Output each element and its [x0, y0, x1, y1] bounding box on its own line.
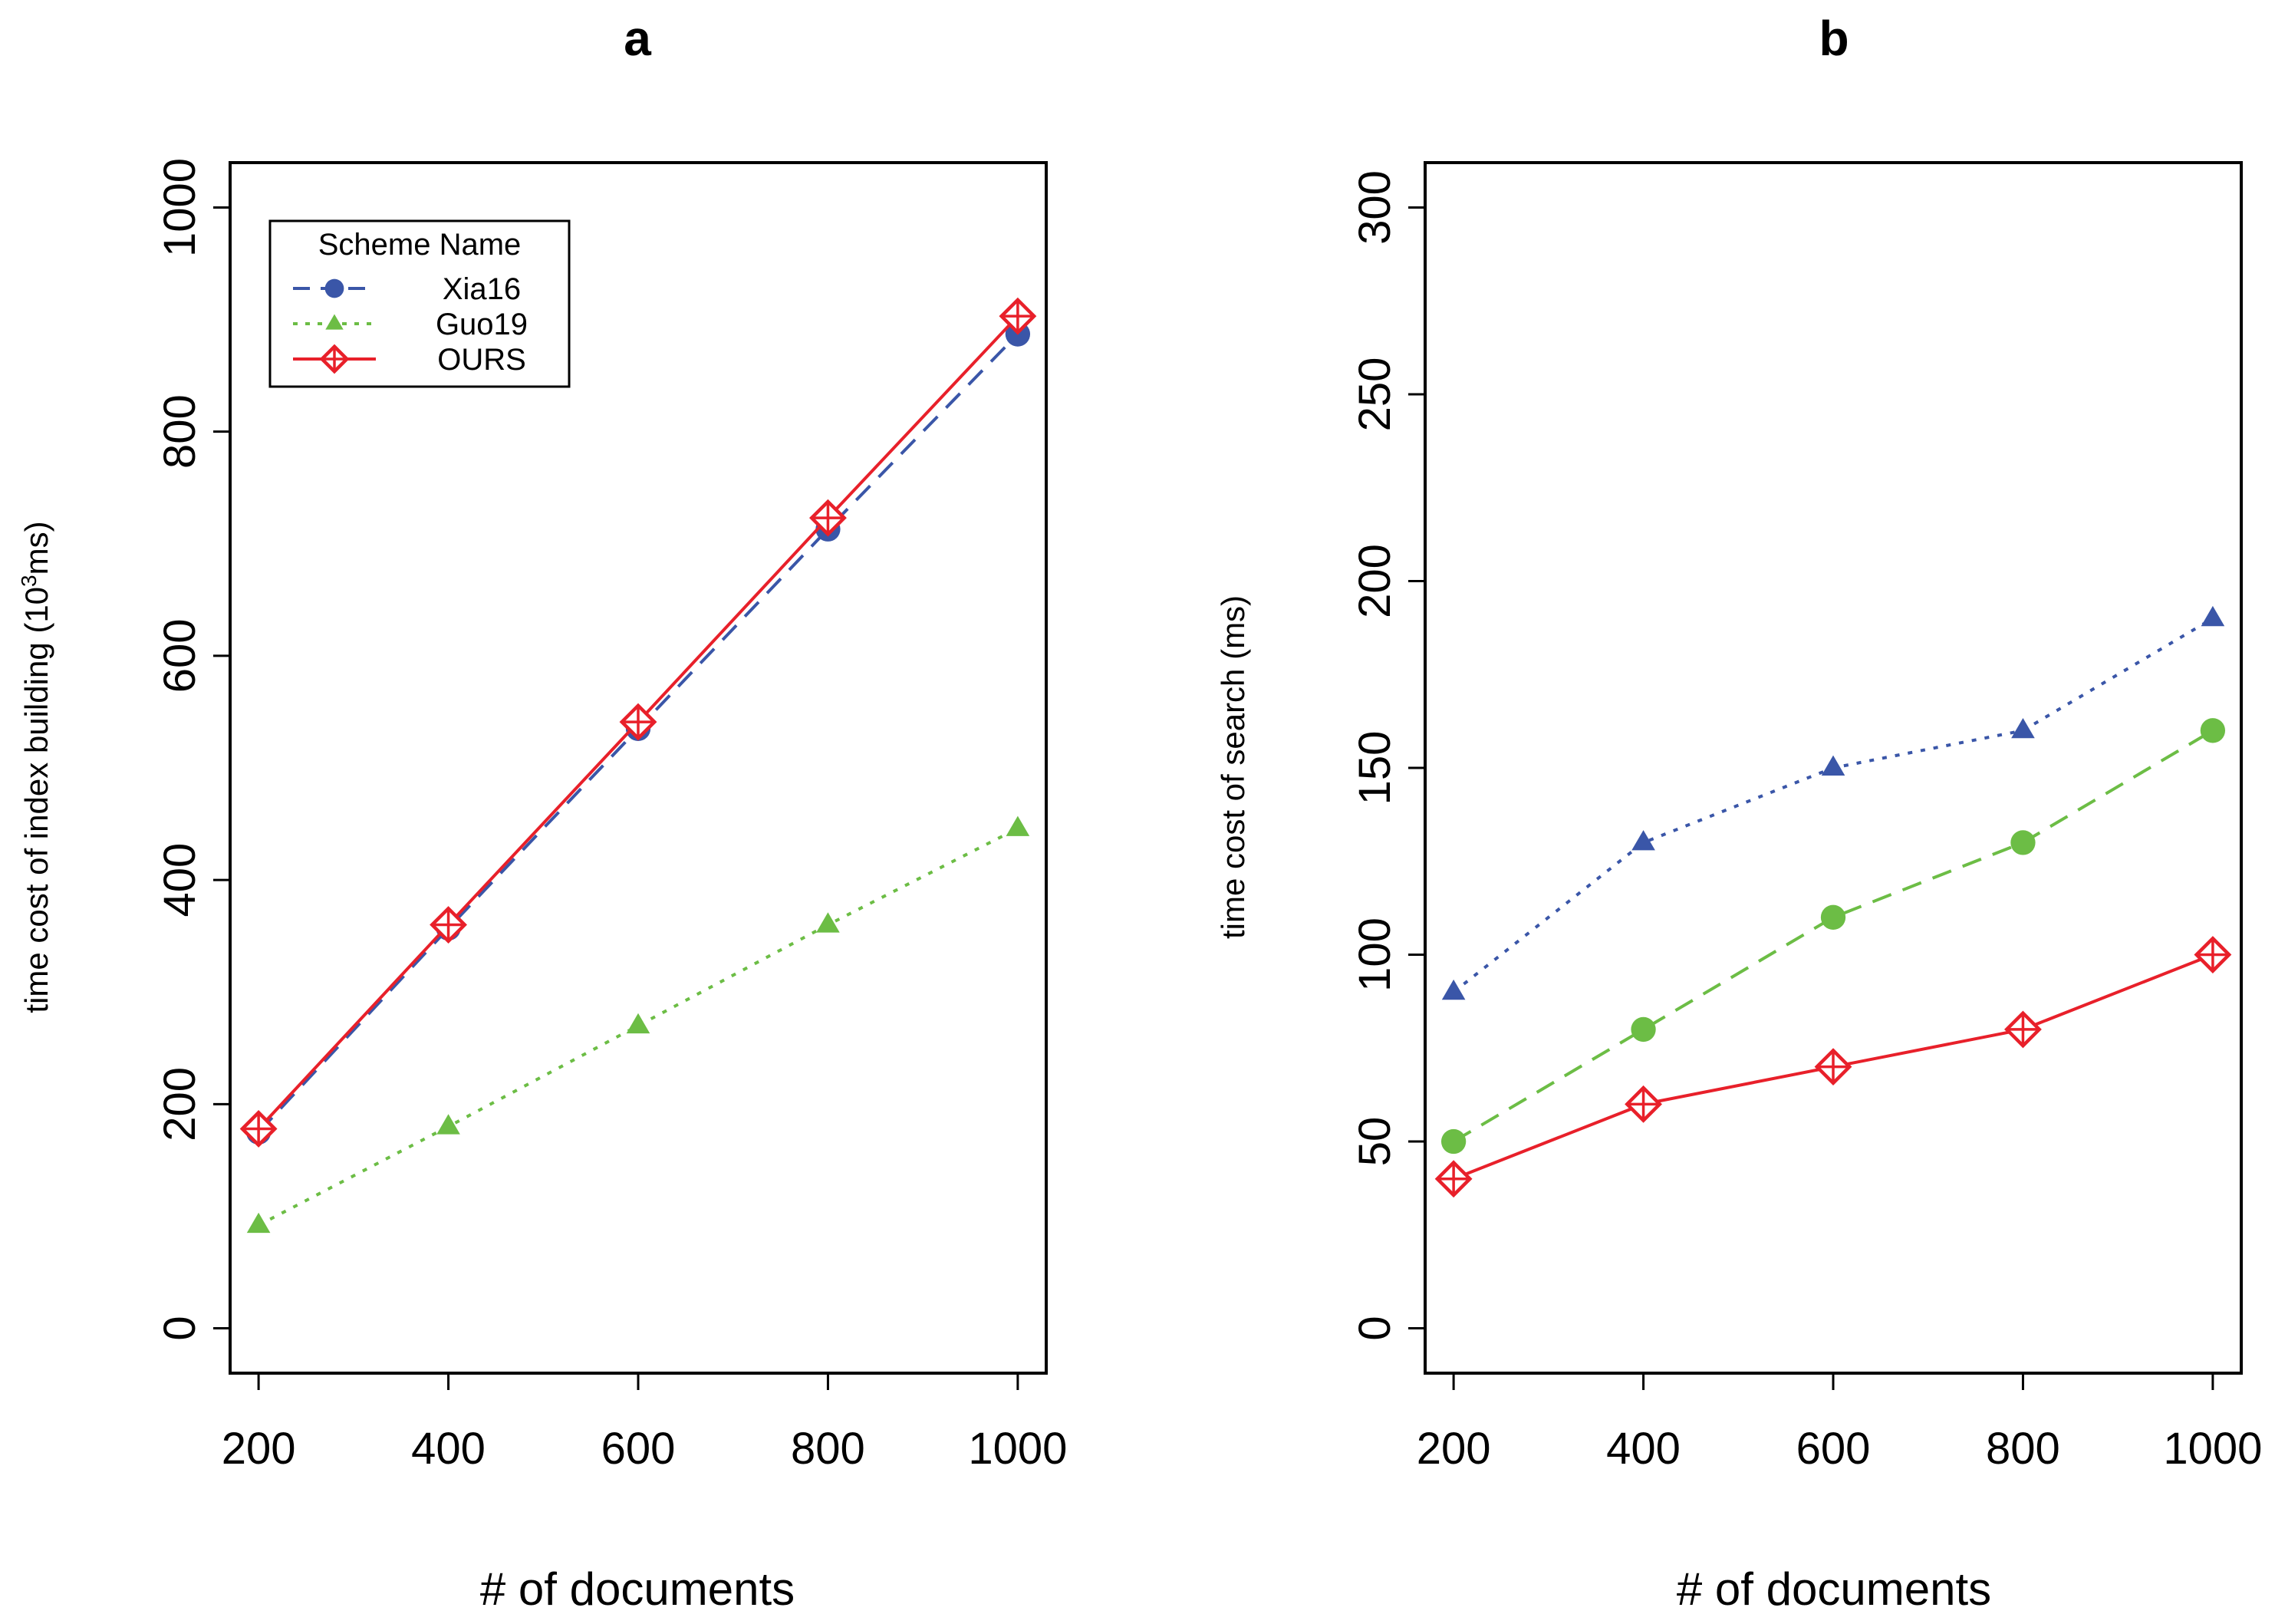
b-point-xia16-1000 [2201, 605, 2225, 627]
b-y-tick-label-250: 250 [1350, 357, 1400, 432]
legend-label-ours: OURS [437, 343, 526, 377]
a-point-guo19-800 [816, 912, 840, 933]
panel-a-y-label-sup: 3 [17, 575, 41, 587]
panel-a-y-label-tail: ms) [18, 521, 54, 575]
b-point-xia16-400 [1631, 830, 1655, 851]
a-x-tick-label-800: 800 [791, 1424, 865, 1474]
a-y-tick-label-0: 0 [155, 1316, 205, 1340]
b-y-tick-label-50: 50 [1350, 1117, 1400, 1167]
panel-b-y-axis: 0 50 100 150 200 250 300 [1350, 170, 1427, 1341]
b-point-guo19-800 [2010, 830, 2036, 855]
b-y-tick-label-150: 150 [1350, 731, 1400, 805]
b-point-ours-600 [1814, 1048, 1852, 1086]
b-point-guo19-200 [1440, 1128, 1467, 1155]
b-y-tick-label-100: 100 [1350, 917, 1400, 992]
panel-a: a 0 200 400 600 800 1000 200 400 600 800 1000 # o… [17, 11, 1068, 1615]
a-y-tick-label-400: 400 [155, 843, 205, 917]
panel-b-y-label: time cost of search (ms) [1215, 595, 1251, 939]
a-x-tick-label-400: 400 [411, 1424, 486, 1474]
legend-label-xia16: Xia16 [443, 272, 521, 306]
b-x-tick-label-1000: 1000 [2163, 1424, 2262, 1474]
a-x-tick-label-1000: 1000 [968, 1424, 1067, 1474]
a-point-ours-1000 [999, 297, 1037, 335]
panel-a-title: a [624, 11, 651, 66]
panel-a-x-axis: 200 400 600 800 1000 [222, 1372, 1067, 1474]
panel-b-title: b [1819, 11, 1849, 66]
a-point-ours-400 [430, 906, 467, 944]
a-y-tick-label-600: 600 [155, 618, 205, 693]
b-x-tick-label-400: 400 [1606, 1424, 1681, 1474]
b-x-tick-label-800: 800 [1986, 1424, 2060, 1474]
a-point-guo19-200 [246, 1212, 271, 1234]
panel-b-x-axis: 200 400 600 800 1000 [1417, 1372, 2262, 1474]
panel-a-y-axis: 0 200 400 600 800 1000 [155, 158, 232, 1341]
b-series-line-guo19 [1453, 729, 2214, 1143]
b-y-tick-label-200: 200 [1350, 544, 1400, 618]
b-x-tick-label-600: 600 [1796, 1424, 1871, 1474]
b-point-xia16-800 [2011, 717, 2035, 739]
panel-a-series [239, 297, 1037, 1234]
legend-label-guo19: Guo19 [436, 308, 528, 341]
a-y-tick-label-800: 800 [155, 394, 205, 469]
panel-b-x-label: # of documents [1677, 1563, 1991, 1615]
legend-marker-xia16 [324, 278, 344, 298]
a-point-guo19-400 [436, 1114, 460, 1135]
b-point-ours-1000 [2194, 936, 2232, 973]
b-y-tick-label-0: 0 [1350, 1316, 1400, 1340]
legend-title: Scheme Name [318, 228, 522, 262]
panel-b-y-label-main: time cost of search (ms) [1215, 595, 1251, 939]
b-point-guo19-600 [1820, 904, 1846, 930]
b-point-xia16-600 [1821, 755, 1845, 776]
a-point-ours-600 [619, 703, 657, 741]
a-x-tick-label-200: 200 [222, 1424, 296, 1474]
a-point-ours-800 [809, 499, 847, 537]
b-point-ours-800 [2004, 1010, 2042, 1049]
b-point-ours-400 [1625, 1085, 1662, 1123]
legend-marker-guo19 [325, 314, 344, 330]
panel-a-y-label-main: time cost of index building (10 [18, 587, 54, 1013]
b-point-xia16-200 [1441, 979, 1466, 1000]
a-y-tick-label-200: 200 [155, 1067, 205, 1141]
legend-marker-ours [319, 344, 350, 374]
panel-b: b 0 50 100 150 200 250 300 200 400 600 800 1000 # … [1215, 11, 2262, 1615]
b-point-ours-200 [1434, 1160, 1473, 1198]
a-point-ours-200 [239, 1110, 278, 1148]
b-point-guo19-400 [1631, 1016, 1656, 1043]
panel-a-x-label: # of documents [480, 1563, 795, 1615]
b-point-guo19-1000 [2200, 718, 2226, 743]
a-point-guo19-600 [626, 1013, 650, 1034]
a-y-tick-label-1000: 1000 [155, 158, 205, 257]
a-point-guo19-1000 [1006, 815, 1030, 836]
b-y-tick-label-300: 300 [1350, 170, 1400, 245]
b-x-tick-label-200: 200 [1417, 1424, 1491, 1474]
panel-a-y-label: time cost of index building (103ms) [17, 521, 55, 1013]
panel-b-series [1434, 605, 2232, 1198]
a-x-tick-label-600: 600 [601, 1424, 676, 1474]
